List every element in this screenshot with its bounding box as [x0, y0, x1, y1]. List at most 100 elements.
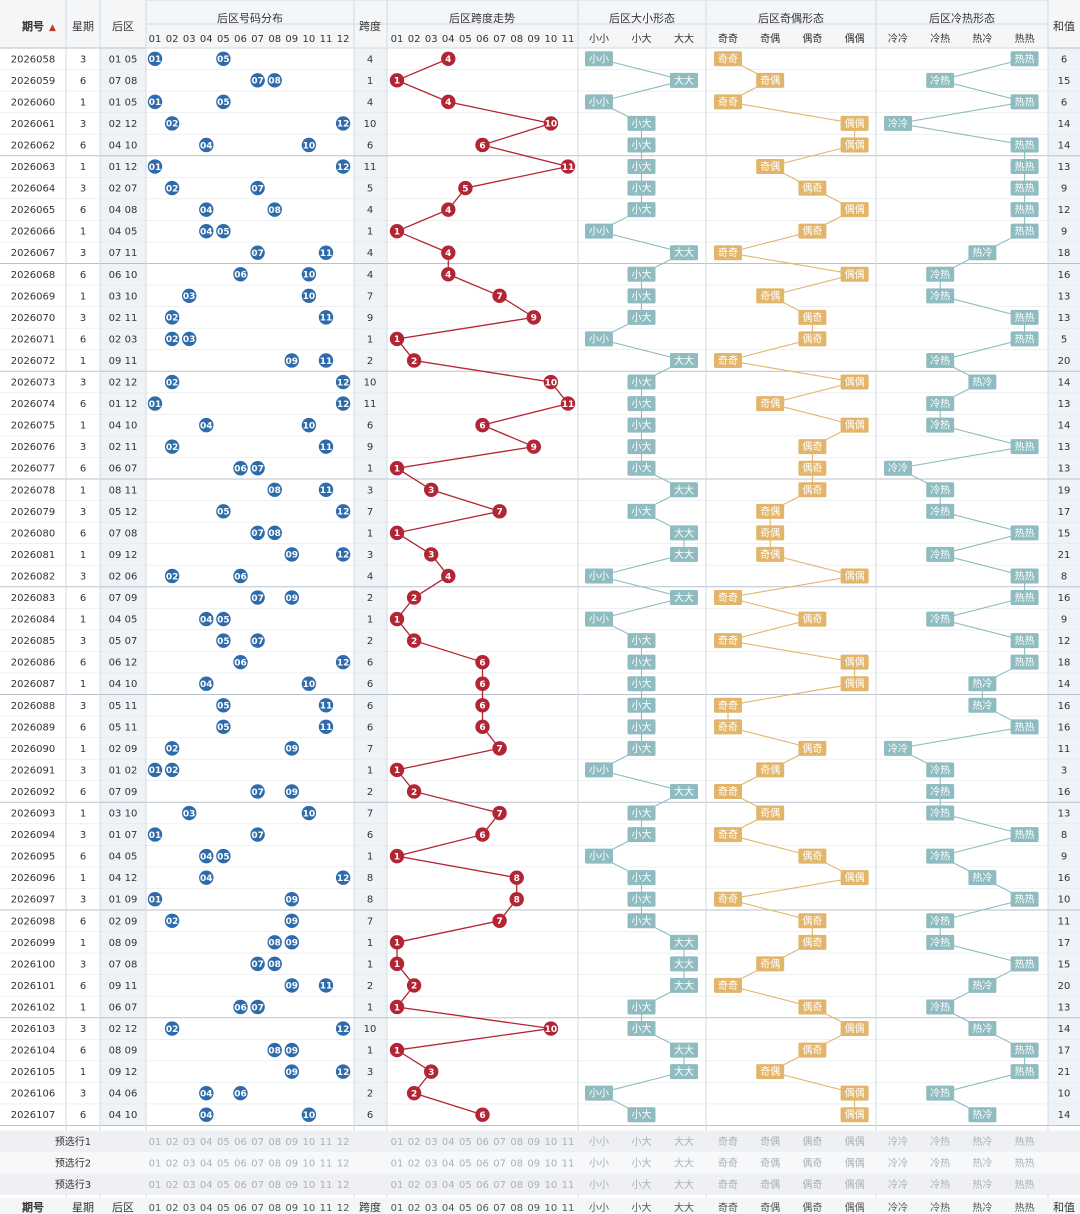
- preset-parity-label[interactable]: 奇奇: [718, 1178, 738, 1191]
- preset-span-number[interactable]: 07: [493, 1137, 506, 1148]
- preset-size-label[interactable]: 小小: [589, 1179, 609, 1191]
- preset-dist-number[interactable]: 07: [251, 1137, 264, 1148]
- preset-dist-number[interactable]: 08: [268, 1158, 281, 1169]
- preset-dist-number[interactable]: 11: [320, 1158, 333, 1169]
- preset-temp-label[interactable]: 冷冷: [888, 1156, 908, 1169]
- preset-dist-number[interactable]: 10: [303, 1180, 316, 1191]
- preset-temp-label[interactable]: 热冷: [972, 1156, 992, 1169]
- preset-span-number[interactable]: 04: [442, 1180, 455, 1191]
- preset-dist-number[interactable]: 02: [166, 1180, 179, 1191]
- preset-span-number[interactable]: 06: [476, 1158, 489, 1169]
- preset-dist-number[interactable]: 03: [183, 1180, 196, 1191]
- preset-size-label[interactable]: 小大: [632, 1156, 652, 1169]
- preset-dist-number[interactable]: 04: [200, 1158, 213, 1169]
- preset-temp-label[interactable]: 冷冷: [888, 1135, 908, 1148]
- preset-temp-label[interactable]: 热热: [1015, 1178, 1035, 1191]
- preset-dist-number[interactable]: 12: [337, 1137, 350, 1148]
- preset-dist-number[interactable]: 03: [183, 1137, 196, 1148]
- preset-row[interactable]: 预选行1 01 02 03 04 05 06 07 08 09 10 11 12 01 02 03 04 05 06…: [0, 1130, 1080, 1153]
- preset-span-number[interactable]: 07: [493, 1180, 506, 1191]
- preset-temp-label[interactable]: 冷热: [930, 1178, 950, 1191]
- preset-span-number[interactable]: 09: [527, 1158, 540, 1169]
- preset-dist-number[interactable]: 08: [268, 1137, 281, 1148]
- preset-dist-number[interactable]: 01: [149, 1158, 162, 1169]
- preset-span-number[interactable]: 09: [527, 1137, 540, 1148]
- preset-dist-number[interactable]: 06: [234, 1158, 247, 1169]
- preset-size-label[interactable]: 小大: [632, 1135, 652, 1148]
- preset-span-number[interactable]: 03: [425, 1158, 438, 1169]
- preset-span-number[interactable]: 10: [545, 1180, 558, 1191]
- preset-parity-label[interactable]: 奇偶: [760, 1178, 780, 1191]
- preset-size-label[interactable]: 小大: [632, 1178, 652, 1191]
- preset-temp-label[interactable]: 冷热: [930, 1135, 950, 1148]
- preset-temp-label[interactable]: 冷热: [930, 1156, 950, 1169]
- preset-span-number[interactable]: 11: [562, 1137, 575, 1148]
- preset-span-number[interactable]: 11: [562, 1180, 575, 1191]
- preset-span-number[interactable]: 08: [510, 1158, 523, 1169]
- preset-dist-number[interactable]: 06: [234, 1137, 247, 1148]
- preset-parity-label[interactable]: 奇偶: [760, 1135, 780, 1148]
- preset-size-label[interactable]: 小小: [589, 1157, 609, 1169]
- preset-dist-number[interactable]: 12: [337, 1158, 350, 1169]
- preset-span-number[interactable]: 06: [476, 1180, 489, 1191]
- preset-size-label[interactable]: 大大: [674, 1135, 694, 1148]
- preset-size-label[interactable]: 小小: [589, 1136, 609, 1148]
- preset-dist-number[interactable]: 10: [303, 1158, 316, 1169]
- preset-span-number[interactable]: 07: [493, 1158, 506, 1169]
- preset-span-number[interactable]: 01: [391, 1180, 404, 1191]
- preset-span-number[interactable]: 01: [391, 1158, 404, 1169]
- preset-span-number[interactable]: 04: [442, 1137, 455, 1148]
- preset-span-number[interactable]: 05: [459, 1180, 472, 1191]
- preset-span-number[interactable]: 10: [545, 1158, 558, 1169]
- preset-span-number[interactable]: 01: [391, 1137, 404, 1148]
- preset-row[interactable]: 预选行3 01 02 03 04 05 06 07 08 09 10 11 12 01 02 03 04 05 06…: [0, 1173, 1080, 1196]
- preset-parity-label[interactable]: 奇奇: [718, 1156, 738, 1169]
- preset-span-number[interactable]: 04: [442, 1158, 455, 1169]
- preset-dist-number[interactable]: 01: [149, 1137, 162, 1148]
- preset-dist-number[interactable]: 11: [320, 1180, 333, 1191]
- preset-dist-number[interactable]: 04: [200, 1137, 213, 1148]
- preset-dist-number[interactable]: 09: [285, 1158, 298, 1169]
- preset-dist-number[interactable]: 09: [285, 1137, 298, 1148]
- preset-span-number[interactable]: 02: [408, 1137, 421, 1148]
- preset-row[interactable]: 预选行2 01 02 03 04 05 06 07 08 09 10 11 12 01 02 03 04 05 06…: [0, 1152, 1080, 1174]
- preset-span-number[interactable]: 02: [408, 1158, 421, 1169]
- preset-size-label[interactable]: 大大: [674, 1178, 694, 1191]
- preset-span-number[interactable]: 06: [476, 1137, 489, 1148]
- preset-span-number[interactable]: 05: [459, 1158, 472, 1169]
- preset-dist-number[interactable]: 05: [217, 1137, 230, 1148]
- preset-dist-number[interactable]: 03: [183, 1158, 196, 1169]
- preset-dist-number[interactable]: 05: [217, 1158, 230, 1169]
- preset-span-number[interactable]: 08: [510, 1180, 523, 1191]
- preset-span-number[interactable]: 08: [510, 1137, 523, 1148]
- preset-temp-label[interactable]: 冷冷: [888, 1178, 908, 1191]
- preset-temp-label[interactable]: 热冷: [972, 1135, 992, 1148]
- preset-dist-number[interactable]: 04: [200, 1180, 213, 1191]
- preset-span-number[interactable]: 02: [408, 1180, 421, 1191]
- preset-dist-number[interactable]: 12: [337, 1180, 350, 1191]
- preset-span-number[interactable]: 05: [459, 1137, 472, 1148]
- preset-dist-number[interactable]: 06: [234, 1180, 247, 1191]
- preset-dist-number[interactable]: 07: [251, 1180, 264, 1191]
- preset-dist-number[interactable]: 09: [285, 1180, 298, 1191]
- preset-temp-label[interactable]: 热热: [1015, 1135, 1035, 1148]
- preset-parity-label[interactable]: 偶奇: [802, 1178, 822, 1191]
- preset-dist-number[interactable]: 05: [217, 1180, 230, 1191]
- preset-parity-label[interactable]: 偶奇: [802, 1156, 822, 1169]
- preset-span-number[interactable]: 03: [425, 1137, 438, 1148]
- preset-dist-number[interactable]: 11: [320, 1137, 333, 1148]
- preset-span-number[interactable]: 09: [527, 1180, 540, 1191]
- preset-span-number[interactable]: 11: [562, 1158, 575, 1169]
- preset-parity-label[interactable]: 偶偶: [845, 1135, 865, 1148]
- preset-temp-label[interactable]: 热热: [1015, 1156, 1035, 1169]
- preset-parity-label[interactable]: 奇奇: [718, 1135, 738, 1148]
- preset-parity-label[interactable]: 偶偶: [845, 1156, 865, 1169]
- preset-dist-number[interactable]: 10: [303, 1137, 316, 1148]
- preset-span-number[interactable]: 03: [425, 1180, 438, 1191]
- preset-dist-number[interactable]: 01: [149, 1180, 162, 1191]
- preset-dist-number[interactable]: 08: [268, 1180, 281, 1191]
- preset-span-number[interactable]: 10: [545, 1137, 558, 1148]
- preset-dist-number[interactable]: 02: [166, 1158, 179, 1169]
- preset-temp-label[interactable]: 热冷: [972, 1178, 992, 1191]
- preset-size-label[interactable]: 大大: [674, 1156, 694, 1169]
